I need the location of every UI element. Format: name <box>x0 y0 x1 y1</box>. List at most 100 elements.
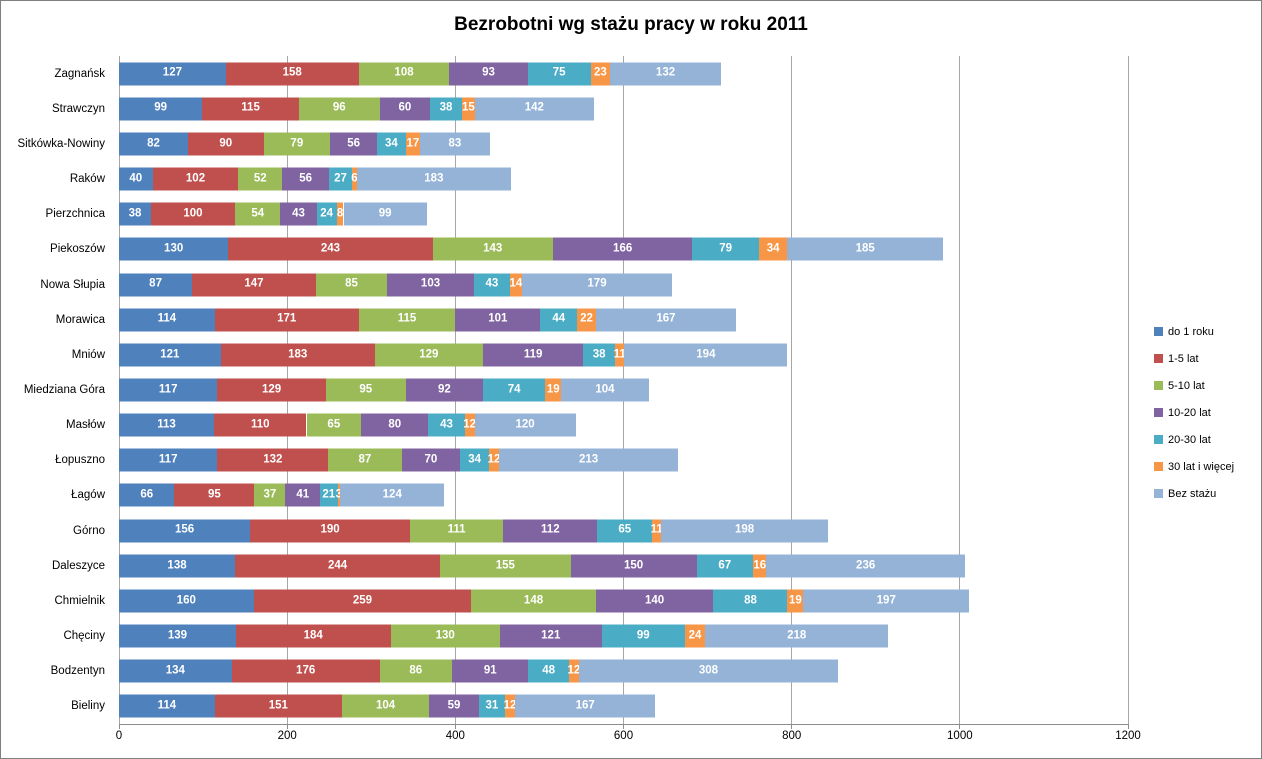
value-label: 87 <box>358 453 372 466</box>
bar-row-12: 117 132 87 70 34 12 213 <box>119 443 1128 478</box>
value-label: 259 <box>352 594 372 607</box>
bar-segment: 147 <box>192 273 316 297</box>
legend-swatch-icon <box>1154 408 1163 417</box>
bar-segment: 308 <box>578 659 838 683</box>
bar-segment: 48 <box>528 659 569 683</box>
bar-segment: 21 <box>319 483 338 507</box>
bar-segment: 60 <box>379 97 431 121</box>
value-label: 115 <box>241 101 260 114</box>
value-label: 236 <box>856 559 876 572</box>
bar-segment: 115 <box>202 97 299 121</box>
bar-row-16: 160 259 148 140 88 19 197 <box>119 583 1128 618</box>
bar-segment: 104 <box>561 378 649 402</box>
legend: do 1 roku 1-5 lat 5-10 lat 10-20 lat 20-30 l… <box>1154 318 1234 507</box>
bar-segment: 197 <box>803 589 970 613</box>
value-label: 65 <box>618 523 632 536</box>
value-label: 85 <box>345 277 358 290</box>
bar-segment: 22 <box>577 308 596 332</box>
bar-segment: 134 <box>119 659 232 683</box>
category-label-1: Zagnańsk <box>54 67 105 80</box>
value-label: 121 <box>541 629 561 642</box>
bar-segment: 117 <box>119 448 218 472</box>
category-label-2: Strawczyn <box>51 102 105 115</box>
bar-segment: 114 <box>119 694 215 718</box>
value-label: 96 <box>332 101 346 114</box>
bar-segment: 198 <box>661 519 828 543</box>
value-label: 56 <box>299 172 313 185</box>
bar-segment: 176 <box>231 659 380 683</box>
value-label: 22 <box>580 312 593 325</box>
legend-item: 5-10 lat <box>1154 372 1234 399</box>
value-label: 150 <box>623 559 644 572</box>
tick-mark-600 <box>623 725 624 729</box>
legend-item: do 1 roku <box>1154 318 1234 345</box>
bar-segment: 54 <box>235 202 281 226</box>
bar-segment: 171 <box>214 308 359 332</box>
value-label: 56 <box>347 137 360 150</box>
bar-segment: 74 <box>483 378 546 402</box>
value-label: 99 <box>636 629 650 642</box>
value-label: 129 <box>419 348 439 361</box>
bar-segment: 151 <box>214 694 342 718</box>
value-label: 183 <box>288 348 308 361</box>
value-label: 185 <box>855 242 875 255</box>
bar-segment: 34 <box>377 132 406 156</box>
bar-segment: 218 <box>705 624 889 648</box>
bar-segment: 102 <box>152 167 239 191</box>
value-label: 17 <box>406 137 420 150</box>
value-label: 183 <box>424 172 444 185</box>
bar-segment: 93 <box>449 62 528 86</box>
bar-segment: 16 <box>752 554 767 578</box>
value-label: 194 <box>696 348 716 361</box>
value-label: 34 <box>766 242 780 255</box>
value-label: 11 <box>650 523 663 536</box>
value-label: 12 <box>463 418 477 431</box>
value-label: 90 <box>219 137 233 150</box>
value-label: 108 <box>394 66 414 79</box>
value-label: 3 <box>335 488 343 501</box>
category-label-12: Łopuszno <box>55 454 105 467</box>
value-label: 14 <box>509 277 523 290</box>
legend-label: 5-10 lat <box>1168 379 1205 392</box>
value-label: 67 <box>718 559 732 572</box>
value-label: 244 <box>328 559 348 572</box>
category-label-13: Łagów <box>71 489 105 502</box>
bar-segment: 6 <box>351 167 358 191</box>
value-label: 158 <box>282 66 302 79</box>
value-label: 132 <box>263 453 283 466</box>
value-label: 37 <box>263 488 277 501</box>
bar-segment: 83 <box>420 132 490 156</box>
category-label-5: Pierzchnica <box>45 208 105 221</box>
value-label: 142 <box>524 101 544 114</box>
bar-row-13: 66 95 37 41 21 3 124 <box>119 478 1128 513</box>
bar-segment: 99 <box>601 624 685 648</box>
tick-mark-800 <box>791 725 793 729</box>
value-label: 138 <box>167 559 187 572</box>
bar-segment: 124 <box>340 483 445 507</box>
bar-segment: 129 <box>217 378 326 402</box>
bar-segment: 100 <box>150 202 236 226</box>
bar-segment: 244 <box>235 554 441 578</box>
bar-segment: 120 <box>474 413 576 437</box>
bar-segment: 213 <box>499 448 679 472</box>
bar-segment: 95 <box>325 378 406 402</box>
bar-segment: 52 <box>238 167 283 191</box>
value-label: 176 <box>296 664 316 677</box>
bar-segment: 15 <box>462 97 475 121</box>
bar-segment: 44 <box>540 308 578 332</box>
legend-swatch-icon <box>1154 435 1163 444</box>
value-label: 308 <box>698 664 718 677</box>
bar-segment: 43 <box>428 413 465 437</box>
bar-segment: 19 <box>787 589 804 613</box>
category-label-16: Chmielnik <box>54 594 106 607</box>
bar-row-5: 38 100 54 43 24 8 99 <box>119 197 1128 232</box>
value-label: 114 <box>157 312 177 325</box>
value-label: 113 <box>157 418 176 431</box>
bar-row-3: 82 90 79 56 34 17 83 <box>119 126 1128 161</box>
value-label: 16 <box>753 559 767 572</box>
value-label: 130 <box>435 629 455 642</box>
tick-mark-400 <box>454 725 456 729</box>
chart-title: Bezrobotni wg stażu pracy w roku 2011 <box>454 14 808 35</box>
value-label: 21 <box>322 488 336 501</box>
bar-segment: 40 <box>119 167 153 191</box>
